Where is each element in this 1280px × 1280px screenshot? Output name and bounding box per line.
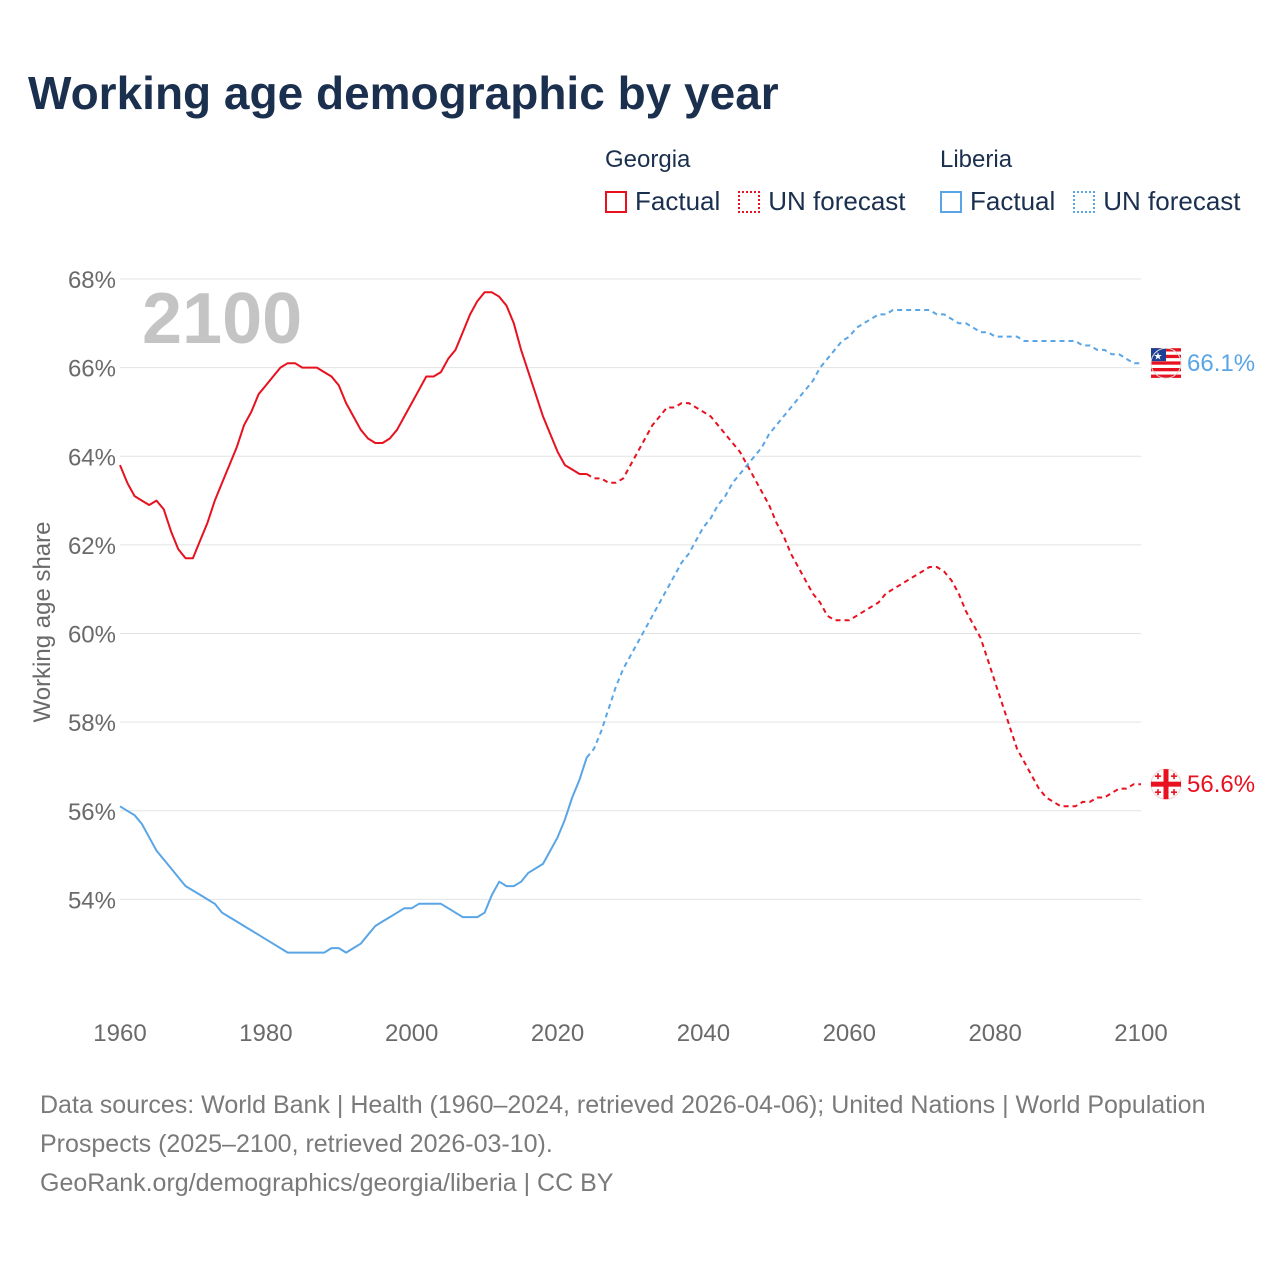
legend-georgia-factual[interactable]: Factual [605, 186, 720, 217]
year-watermark: 2100 [142, 279, 302, 359]
svg-text:★: ★ [1154, 352, 1163, 363]
liberia-factual-line[interactable] [119, 757, 588, 954]
grid-lines [120, 278, 1141, 900]
georgia-end-label: 56.6% [1187, 771, 1255, 798]
liberia-forecast-line[interactable] [585, 309, 1141, 759]
legend-georgia-title: Georgia [605, 146, 691, 173]
georgia-forecast-line[interactable] [586, 402, 1141, 808]
legend-georgia-forecast[interactable]: UN forecast [738, 186, 906, 217]
georgia-factual-line[interactable] [119, 291, 587, 560]
solid-line-swatch-icon [940, 190, 962, 213]
line-chart: 54% 56% 58% 60% 62% 64% 66% 68% 1960 1980 2000 2020… [29, 267, 1255, 1047]
y-tick-label: 58% [68, 710, 116, 737]
x-tick-label: 2020 [531, 1020, 584, 1047]
axis-labels: 54% 56% 58% 60% 62% 64% 66% 68% 1960 1980 2000 2020… [68, 267, 1168, 1047]
georgia-flag-icon [1150, 768, 1182, 800]
legend-georgia-factual-label: Factual [635, 186, 721, 216]
y-tick-label: 56% [68, 799, 116, 826]
data-sources: Data sources: World Bank | Health (1960–… [40, 1091, 1206, 1158]
x-tick-label: 2080 [968, 1020, 1021, 1047]
legend-georgia: Georgia Factual UN forecast [605, 146, 906, 217]
solid-line-swatch-icon [605, 190, 627, 213]
legend-liberia-title: Liberia [940, 146, 1013, 173]
legend-liberia-forecast[interactable]: UN forecast [1073, 186, 1241, 217]
liberia-flag-icon: ★ [1150, 347, 1182, 379]
x-tick-label: 2000 [385, 1020, 438, 1047]
y-tick-label: 68% [68, 267, 116, 294]
x-tick-label: 2040 [677, 1020, 730, 1047]
x-tick-label: 2100 [1114, 1020, 1167, 1047]
legend-liberia: Liberia Factual UN forecast [940, 146, 1241, 217]
legend-liberia-forecast-label: UN forecast [1103, 186, 1241, 216]
y-tick-label: 60% [68, 622, 116, 649]
legend-georgia-forecast-label: UN forecast [768, 186, 906, 216]
dotted-line-swatch-icon [1073, 190, 1096, 213]
legend-liberia-factual-label: Factual [970, 186, 1056, 216]
x-tick-label: 1980 [239, 1020, 292, 1047]
y-tick-label: 54% [68, 887, 116, 914]
footer: Data sources: World Bank | Health (1960–… [40, 1086, 1240, 1203]
y-tick-label: 64% [68, 444, 116, 471]
y-tick-label: 62% [68, 533, 116, 560]
source-link[interactable]: GeoRank.org/demographics/georgia/liberia… [40, 1169, 614, 1197]
dotted-line-swatch-icon [738, 190, 761, 213]
x-tick-label: 1960 [93, 1020, 146, 1047]
chart-title: Working age demographic by year [28, 67, 779, 119]
series-lines [119, 291, 1141, 954]
liberia-end-label: 66.1% [1187, 350, 1255, 377]
x-tick-label: 2060 [823, 1020, 876, 1047]
end-labels: 56.6% ★ 66.1% [1150, 347, 1255, 800]
legend-liberia-factual[interactable]: Factual [940, 186, 1055, 217]
y-tick-label: 66% [68, 356, 116, 383]
y-axis-label: Working age share [29, 522, 56, 723]
